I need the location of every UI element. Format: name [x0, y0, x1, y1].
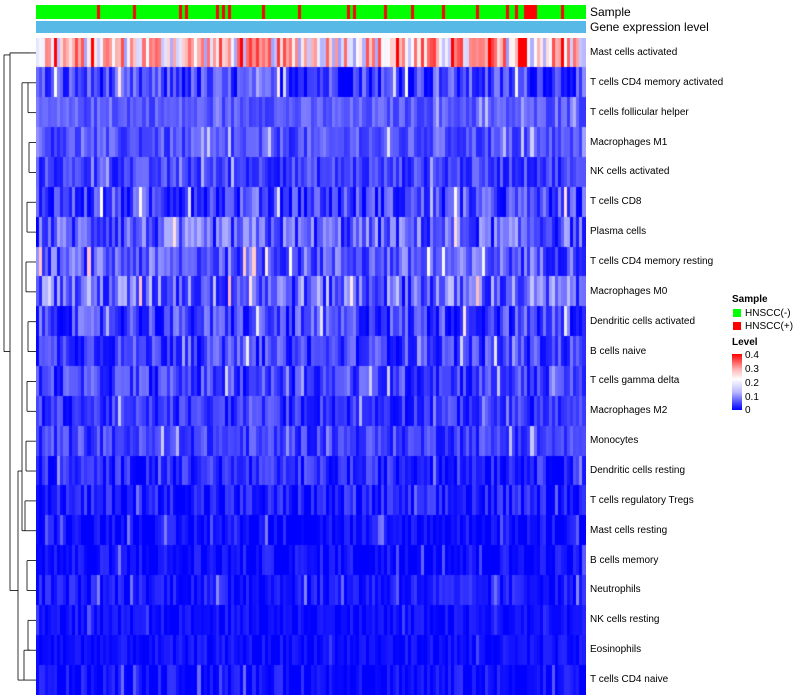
row-label: T cells CD4 memory activated [590, 76, 724, 88]
row-label: Macrophages M0 [590, 285, 668, 297]
sample-legend-title: Sample [732, 294, 768, 305]
level-tick: 0.4 [745, 350, 759, 361]
sample-track-label: Sample [590, 5, 631, 19]
legend-swatch-hnscc-pos [732, 321, 742, 331]
row-label: Monocytes [590, 435, 639, 447]
row-label: T cells CD8 [590, 196, 642, 208]
legend-item-hnscc-pos: HNSCC(+) [732, 320, 798, 332]
sample-annotation-track [36, 5, 586, 19]
row-label: NK cells resting [590, 614, 660, 626]
row-label: B cells naive [590, 345, 647, 357]
level-legend: 0.4 0.3 0.2 0.1 0 [732, 350, 798, 416]
legend-swatch-hnscc-neg [732, 308, 742, 318]
heatmap-grid [36, 38, 586, 695]
row-label: Dendritic cells activated [590, 315, 696, 327]
legend: Sample HNSCC(-) HNSCC(+) Level 0.4 0.3 0… [732, 294, 798, 416]
level-tick: 0.3 [745, 364, 759, 375]
legend-item-hnscc-neg: HNSCC(-) [732, 307, 798, 319]
row-label: Plasma cells [590, 226, 647, 238]
row-label: Neutrophils [590, 584, 641, 596]
row-label: T cells regulatory Tregs [590, 494, 694, 506]
level-tick: 0.2 [745, 378, 759, 389]
row-label: Mast cells activated [590, 46, 678, 58]
level-tick: 0.1 [745, 392, 759, 403]
row-label: B cells memory [590, 554, 659, 566]
level-colorbar [732, 354, 742, 410]
level-tick: 0 [745, 405, 751, 416]
row-label: T cells CD4 memory resting [590, 255, 714, 267]
legend-label-hnscc-pos: HNSCC(+) [745, 320, 794, 332]
row-label: Mast cells resting [590, 524, 668, 536]
expression-track-label: Gene expression level [590, 20, 709, 34]
expression-level-track [36, 21, 586, 33]
row-label: Eosinophils [590, 644, 642, 656]
row-label: T cells gamma delta [590, 375, 680, 387]
row-label: T cells follicular helper [590, 106, 689, 118]
row-label: NK cells activated [590, 166, 670, 178]
legend-label-hnscc-neg: HNSCC(-) [745, 307, 791, 319]
row-dendrogram [3, 52, 36, 681]
row-label: Macrophages M2 [590, 405, 668, 417]
row-label: T cells CD4 naive [590, 674, 669, 686]
level-legend-title: Level [732, 337, 758, 348]
row-label: Macrophages M1 [590, 136, 668, 148]
row-label: Dendritic cells resting [590, 465, 686, 477]
